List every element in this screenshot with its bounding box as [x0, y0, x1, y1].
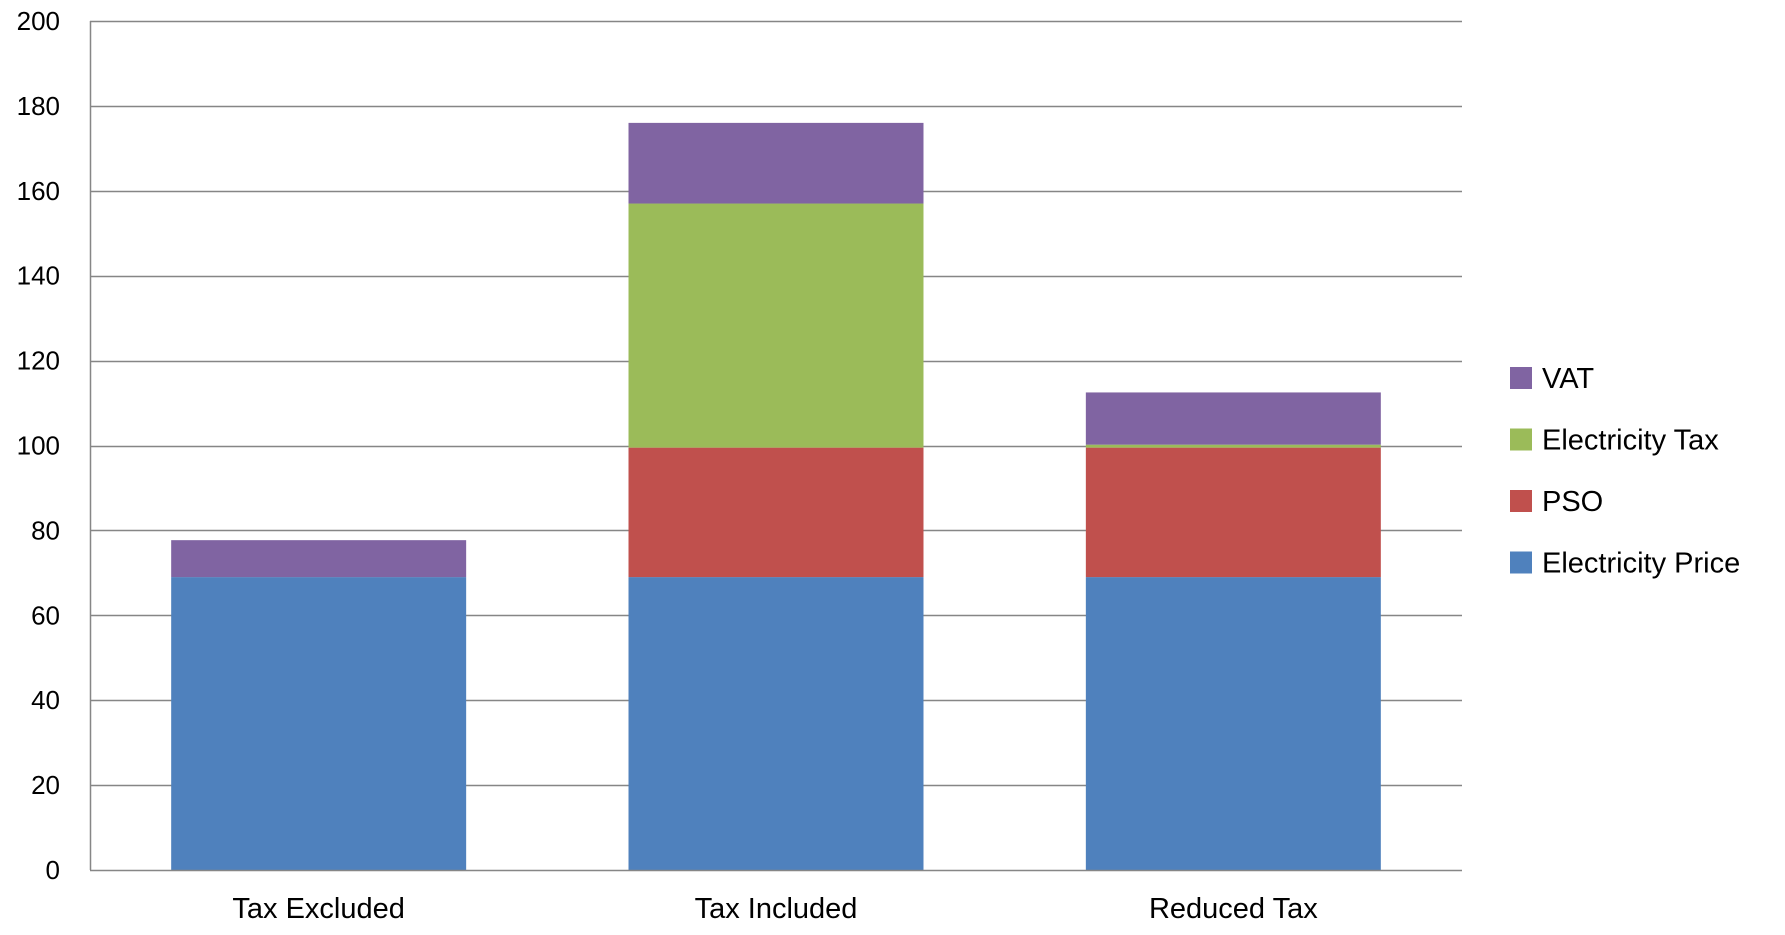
legend-swatch-electricity-tax — [1510, 428, 1532, 451]
bar-electricity-tax-reduced-tax — [1085, 444, 1381, 448]
x-category-label: Tax Excluded — [232, 893, 405, 925]
y-tick-label: 180 — [17, 91, 60, 121]
y-tick-label: 100 — [17, 431, 60, 461]
y-tick-label: 140 — [17, 261, 60, 291]
x-category-label: Tax Included — [695, 893, 858, 925]
bar-electricity-price-reduced-tax — [1085, 577, 1381, 870]
legend-swatch-electricity-price — [1510, 551, 1532, 574]
legend: VAT Electricity Tax PSO Electricity Price — [1510, 363, 1740, 580]
bar-pso-reduced-tax — [1085, 447, 1381, 578]
legend-label-electricity-tax: Electricity Tax — [1542, 425, 1719, 457]
axes: 0 20 40 60 80 100 120 140 160 180 200 Tax Excluded T… — [17, 6, 1462, 925]
legend-label-pso: PSO — [1542, 486, 1603, 518]
bar-vat-reduced-tax — [1085, 392, 1381, 445]
y-tick-label: 20 — [31, 770, 60, 800]
y-tick-label: 0 — [46, 855, 60, 885]
y-tick-label: 60 — [31, 600, 60, 630]
legend-label-vat: VAT — [1542, 363, 1594, 395]
y-tick-label: 160 — [17, 176, 60, 206]
y-tick-label: 80 — [31, 515, 60, 545]
bar-electricity-price-tax-included — [628, 577, 924, 870]
bar-pso-tax-included — [628, 447, 924, 578]
legend-label-electricity-price: Electricity Price — [1542, 548, 1740, 580]
bar-vat-tax-included — [628, 122, 924, 204]
y-tick-label: 40 — [31, 685, 60, 715]
bar-vat-tax-excluded — [171, 540, 467, 578]
legend-swatch-pso — [1510, 490, 1532, 512]
y-tick-label: 120 — [17, 346, 60, 376]
bar-electricity-tax-tax-included — [628, 203, 924, 448]
legend-swatch-vat — [1510, 367, 1532, 389]
bar-electricity-price-tax-excluded — [171, 577, 467, 870]
bars — [171, 122, 1381, 870]
x-category-label: Reduced Tax — [1149, 893, 1318, 925]
y-tick-label: 200 — [17, 6, 60, 36]
